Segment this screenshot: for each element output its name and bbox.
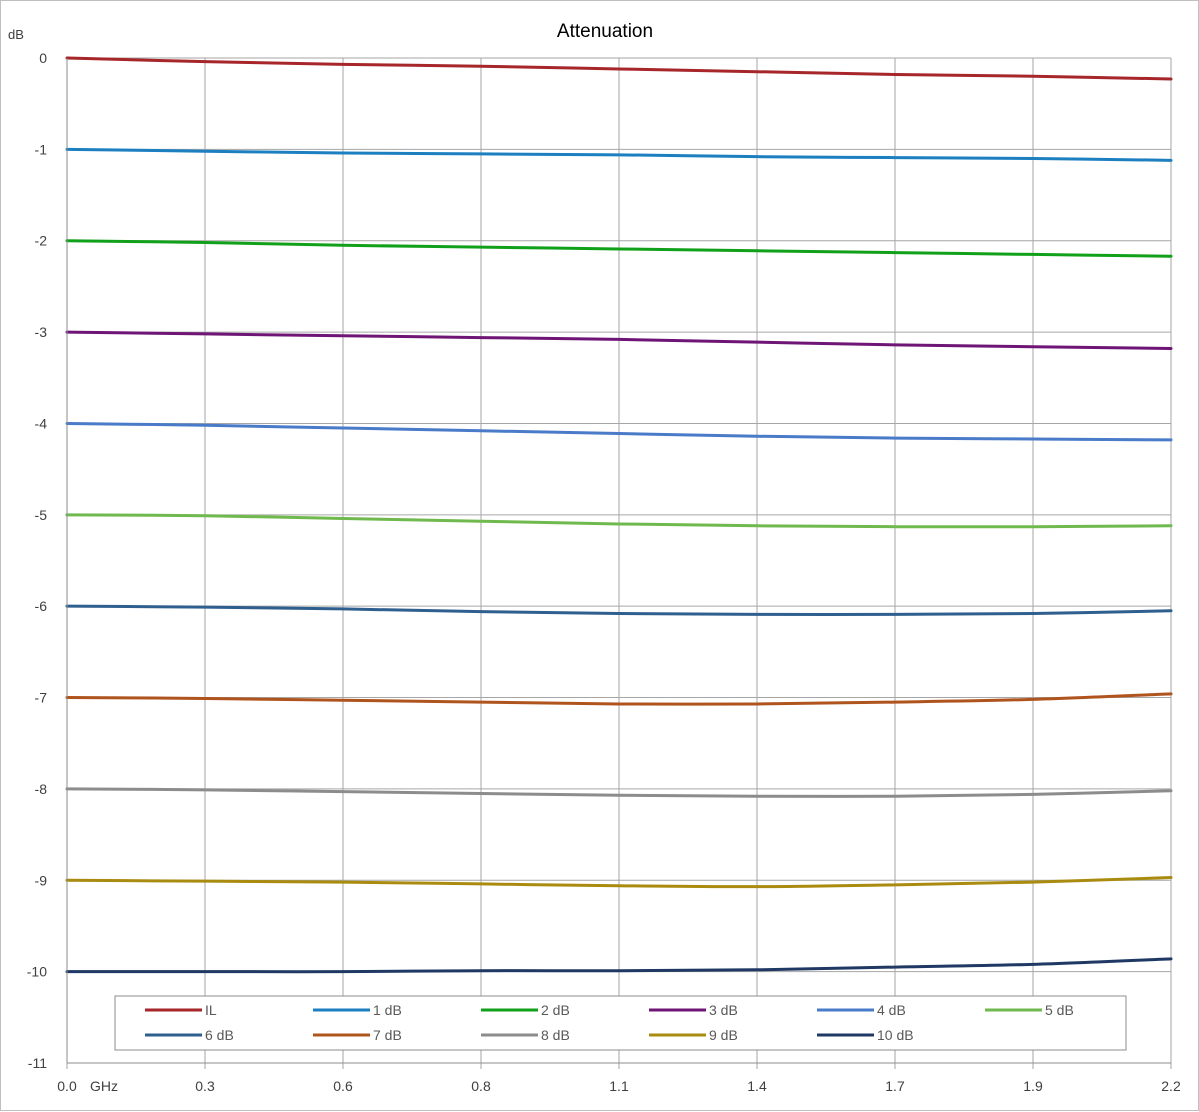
- x-axis-unit: GHz: [90, 1078, 118, 1094]
- x-tick-label: 1.1: [609, 1078, 629, 1094]
- y-tick-label: -6: [35, 598, 48, 614]
- x-tick-label: 2.2: [1161, 1078, 1181, 1094]
- y-tick-label: -4: [35, 415, 48, 431]
- x-tick-label: 0.0: [57, 1078, 77, 1094]
- x-tick-label: 0.3: [195, 1078, 215, 1094]
- y-tick-label: -9: [35, 872, 48, 888]
- y-tick-label: -1: [35, 141, 48, 157]
- y-axis-unit: dB: [8, 27, 24, 42]
- legend-entry: 4 dB: [877, 1002, 906, 1018]
- grid: [66, 57, 1172, 1064]
- legend-entry: 9 dB: [709, 1027, 738, 1043]
- legend-entry: 1 dB: [373, 1002, 402, 1018]
- series-line: [65, 513, 1173, 529]
- legend-entry: 5 dB: [1045, 1002, 1074, 1018]
- series-line: [65, 330, 1173, 351]
- y-tick-label: 0: [39, 50, 47, 66]
- series-line: [65, 604, 1173, 617]
- legend-entry: 6 dB: [205, 1027, 234, 1043]
- chart-title: Attenuation: [557, 21, 653, 42]
- y-tick-label: -5: [35, 507, 48, 523]
- x-tick-label: 1.4: [747, 1078, 767, 1094]
- series-line: [65, 787, 1173, 798]
- y-tick-label: -8: [35, 781, 48, 797]
- y-tick-label: -7: [35, 690, 48, 706]
- x-tick-label: 0.6: [333, 1078, 353, 1094]
- legend-entry: 2 dB: [541, 1002, 570, 1018]
- axes: 0 -1 -2 -3 -4 -5 -6 -7 -8 -9 -10 -11 0.0 0.3 0.6 0.8 1.1…: [27, 50, 1181, 1094]
- series-line: [65, 421, 1173, 442]
- series-line: [65, 876, 1173, 889]
- y-tick-label: -10: [27, 964, 47, 980]
- legend-entry: 7 dB: [373, 1027, 402, 1043]
- legend-entry: IL: [205, 1002, 217, 1018]
- legend-entry: 8 dB: [541, 1027, 570, 1043]
- y-tick-label: -3: [35, 324, 48, 340]
- series-line: [65, 957, 1173, 974]
- series-line: [65, 692, 1173, 706]
- legend-entry: 3 dB: [709, 1002, 738, 1018]
- series-lines: [65, 56, 1173, 974]
- y-tick-label: -11: [28, 1055, 47, 1071]
- x-tick-label: 0.8: [471, 1078, 491, 1094]
- series-line: [65, 147, 1173, 162]
- x-tick-label: 1.7: [885, 1078, 905, 1094]
- legend-box: [114, 995, 1127, 1051]
- legend: IL 1 dB 2 dB 3 dB 4 dB 5 dB 6 dB 7 dB 8 dB 9 dB 10…: [114, 995, 1127, 1051]
- y-tick-label: -2: [35, 233, 48, 249]
- legend-entry: 10 dB: [877, 1027, 914, 1043]
- x-tick-label: 1.9: [1023, 1078, 1043, 1094]
- series-line: [65, 56, 1173, 81]
- series-line: [65, 239, 1173, 258]
